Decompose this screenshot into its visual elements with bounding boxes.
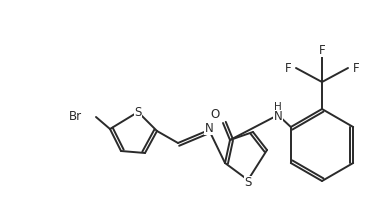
Text: F: F <box>319 43 325 56</box>
Text: Br: Br <box>69 110 82 123</box>
Text: F: F <box>285 61 291 74</box>
Text: S: S <box>134 105 142 118</box>
Text: N: N <box>205 122 214 135</box>
Text: N: N <box>274 110 282 123</box>
Text: S: S <box>244 176 252 189</box>
Text: F: F <box>353 61 359 74</box>
Text: H: H <box>274 102 282 112</box>
Text: O: O <box>210 108 220 122</box>
